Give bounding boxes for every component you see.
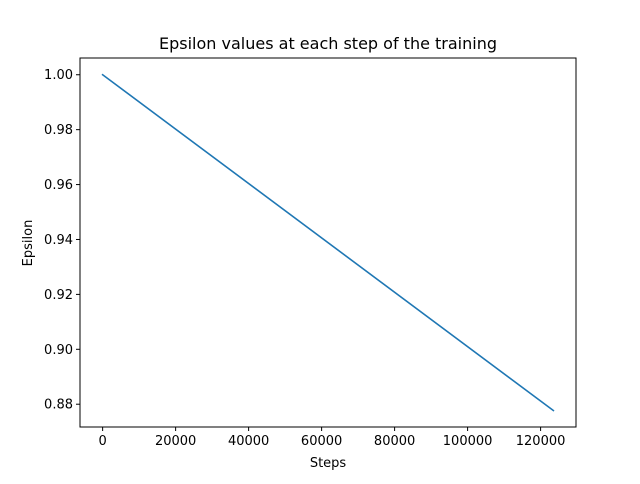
x-tick-label: 100000 — [443, 434, 493, 449]
x-tick-label: 80000 — [374, 434, 415, 449]
x-tick-label: 0 — [98, 434, 106, 449]
y-axis-ticks: 0.88 0.90 0.92 0.94 0.96 0.98 1.00 — [44, 68, 80, 413]
y-tick-label: 1.00 — [44, 68, 73, 83]
x-tick-label: 20000 — [155, 434, 196, 449]
y-axis-label: Epsilon — [21, 220, 36, 267]
chart-title: Epsilon values at each step of the train… — [159, 34, 497, 53]
epsilon-line — [101, 73, 555, 412]
series-layer — [101, 73, 555, 412]
x-axis-ticks: 0 20000 40000 60000 80000 100000 120000 — [98, 427, 565, 449]
x-tick-label: 60000 — [301, 434, 342, 449]
y-tick-label: 0.90 — [44, 343, 73, 358]
y-tick-label: 0.94 — [44, 233, 73, 248]
y-tick-label: 0.92 — [44, 288, 73, 303]
x-tick-label: 40000 — [228, 434, 269, 449]
plot-area-frame — [79, 57, 577, 428]
y-tick-label: 0.98 — [44, 123, 73, 138]
y-tick-label: 0.96 — [44, 178, 73, 193]
x-axis-label: Steps — [310, 456, 347, 471]
x-tick-label: 120000 — [516, 434, 566, 449]
y-tick-label: 0.88 — [44, 398, 73, 413]
